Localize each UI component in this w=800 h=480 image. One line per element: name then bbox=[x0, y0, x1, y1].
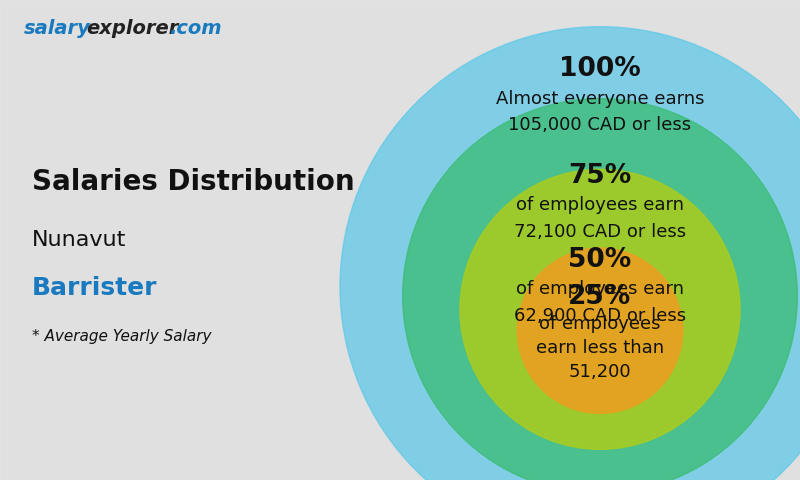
Text: of employees earn: of employees earn bbox=[516, 280, 684, 299]
Text: 75%: 75% bbox=[568, 163, 632, 189]
Text: of employees: of employees bbox=[539, 315, 661, 333]
Text: 51,200: 51,200 bbox=[569, 363, 631, 381]
Circle shape bbox=[340, 27, 800, 480]
Circle shape bbox=[518, 248, 682, 413]
Text: 100%: 100% bbox=[559, 56, 641, 83]
Text: explorer: explorer bbox=[86, 19, 178, 38]
Circle shape bbox=[402, 99, 798, 480]
Text: .com: .com bbox=[170, 19, 222, 38]
Text: 50%: 50% bbox=[568, 247, 632, 273]
Circle shape bbox=[460, 169, 740, 449]
Text: Nunavut: Nunavut bbox=[32, 230, 126, 250]
Text: Salaries Distribution: Salaries Distribution bbox=[32, 168, 354, 196]
Text: Barrister: Barrister bbox=[32, 276, 158, 300]
Text: 62,900 CAD or less: 62,900 CAD or less bbox=[514, 307, 686, 325]
Text: Almost everyone earns: Almost everyone earns bbox=[496, 90, 704, 108]
Text: earn less than: earn less than bbox=[536, 339, 664, 357]
Text: 25%: 25% bbox=[568, 284, 632, 311]
Text: 72,100 CAD or less: 72,100 CAD or less bbox=[514, 223, 686, 241]
Text: 105,000 CAD or less: 105,000 CAD or less bbox=[509, 116, 691, 134]
Text: salary: salary bbox=[24, 19, 91, 38]
Text: of employees earn: of employees earn bbox=[516, 196, 684, 215]
Text: * Average Yearly Salary: * Average Yearly Salary bbox=[32, 328, 211, 344]
